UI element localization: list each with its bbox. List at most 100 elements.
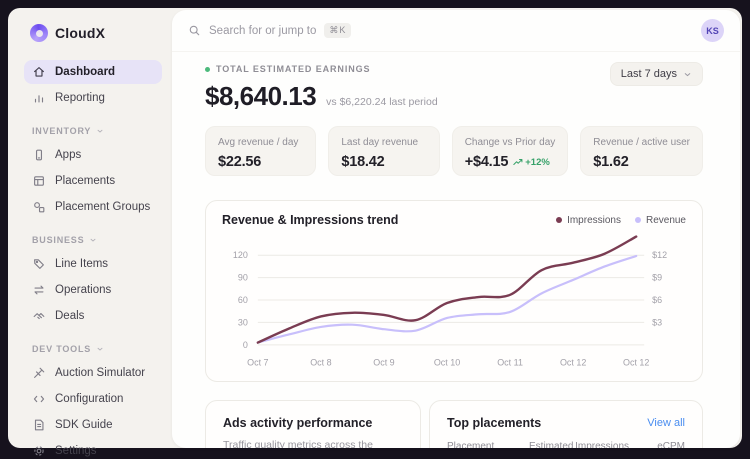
avatar[interactable]: KS	[701, 19, 724, 42]
svg-text:60: 60	[238, 295, 248, 305]
view-all-link[interactable]: View all	[647, 417, 685, 429]
svg-text:Oct 8: Oct 8	[310, 358, 331, 368]
trend-up-icon	[513, 158, 523, 166]
svg-text:Oct 7: Oct 7	[247, 358, 268, 368]
sidebar-item-label: Placement Groups	[55, 201, 151, 213]
stat-value: +$4.15	[464, 154, 509, 170]
svg-text:$12: $12	[652, 250, 667, 260]
period-selector-button[interactable]: Last 7 days	[609, 62, 703, 86]
sidebar-item-label: Apps	[55, 149, 82, 161]
trend-chart-card: Revenue & Impressions trend Impressions …	[205, 200, 703, 382]
stat-value: $18.42	[341, 154, 385, 170]
card-title: Top placements	[447, 416, 542, 430]
chevron-down-icon	[96, 345, 104, 353]
sidebar-section-dev-tools[interactable]: DEV TOOLS	[32, 344, 162, 354]
stat-label: Last day revenue	[341, 137, 419, 148]
column-estimated-earnings: Estimated earnings	[529, 441, 574, 448]
period-label: Last 7 days	[620, 68, 677, 80]
column-ecpm: eCPM	[657, 441, 685, 448]
sidebar-item-label: Auction Simulator	[55, 367, 146, 379]
group-icon	[32, 200, 46, 214]
legend-item-impressions[interactable]: Impressions	[556, 215, 621, 226]
sidebar: CloudX Dashboard Reporting INVENTORY App…	[8, 8, 172, 457]
svg-text:30: 30	[238, 317, 248, 327]
sidebar-item-line-items[interactable]: Line Items	[24, 252, 162, 276]
stat-value: $22.56	[218, 154, 262, 170]
column-placement: Placement	[447, 441, 495, 448]
search-icon	[188, 24, 201, 37]
svg-text:Oct 11: Oct 11	[497, 358, 523, 368]
top-header: Search for or jump to ⌘K KS	[172, 10, 740, 52]
mobile-icon	[32, 148, 46, 162]
sidebar-item-label: Configuration	[55, 393, 124, 405]
svg-text:Oct 12: Oct 12	[623, 358, 649, 368]
sidebar-item-label: Line Items	[55, 258, 109, 270]
sidebar-item-label: Dashboard	[55, 66, 116, 78]
code-icon	[32, 392, 46, 406]
logo[interactable]: CloudX	[30, 24, 162, 42]
earnings-comparison: vs $6,220.24 last period	[326, 96, 438, 108]
dashboard-content: TOTAL ESTIMATED EARNINGS $8,640.13 vs $6…	[172, 52, 740, 448]
search-placeholder: Search for or jump to	[209, 24, 317, 37]
sidebar-item-placement-groups[interactable]: Placement Groups	[24, 195, 162, 219]
main-panel: Search for or jump to ⌘K KS TOTAL ESTIMA…	[172, 10, 740, 448]
sidebar-item-apps[interactable]: Apps	[24, 143, 162, 167]
stat-value: $1.62	[593, 154, 629, 170]
logo-text: CloudX	[55, 25, 106, 41]
sidebar-item-deals[interactable]: Deals	[24, 304, 162, 328]
sidebar-item-auction-simulator[interactable]: Auction Simulator	[24, 361, 162, 385]
shortcut-badge: ⌘K	[324, 23, 352, 38]
sidebar-item-reporting[interactable]: Reporting	[24, 86, 162, 110]
stat-label: Change vs Prior day	[464, 137, 556, 148]
gavel-icon	[32, 366, 46, 380]
sidebar-item-placements[interactable]: Placements	[24, 169, 162, 193]
earnings-label-row: TOTAL ESTIMATED EARNINGS	[205, 64, 438, 74]
svg-text:$9: $9	[652, 273, 662, 283]
chevron-down-icon	[96, 127, 104, 135]
sidebar-section-inventory[interactable]: INVENTORY	[32, 126, 162, 136]
sidebar-item-label: Placements	[55, 175, 116, 187]
sidebar-item-configuration[interactable]: Configuration	[24, 387, 162, 411]
bar-chart-icon	[32, 91, 46, 105]
app-frame: CloudX Dashboard Reporting INVENTORY App…	[8, 8, 742, 457]
earnings-section: TOTAL ESTIMATED EARNINGS $8,640.13 vs $6…	[205, 62, 703, 112]
search-input[interactable]: Search for or jump to ⌘K	[188, 23, 701, 38]
svg-text:Oct 10: Oct 10	[434, 358, 460, 368]
earnings-label: TOTAL ESTIMATED EARNINGS	[216, 64, 371, 74]
card-title: Ads activity performance	[223, 416, 373, 430]
stat-cards-row: Avg revenue / day $22.56 Last day revenu…	[205, 126, 704, 176]
column-impressions: Impressions	[575, 441, 629, 448]
status-dot-icon	[205, 66, 210, 72]
revenue-dot-icon	[634, 217, 641, 223]
trend-line-chart: 0 30 60 90 120 $3 $6 $9 $12 Oct 7 Oct 8 Oct 9 Oct 10…	[233, 235, 667, 368]
handshake-icon	[32, 309, 46, 323]
ads-activity-card: Ads activity performance Traffic quality…	[205, 400, 421, 448]
legend-item-revenue[interactable]: Revenue	[634, 215, 686, 226]
sidebar-item-label: Reporting	[55, 92, 105, 104]
svg-text:0: 0	[243, 340, 248, 350]
sidebar-item-label: Operations	[55, 284, 112, 296]
swap-arrows-icon	[32, 283, 46, 297]
sidebar-item-operations[interactable]: Operations	[24, 278, 162, 302]
chevron-down-icon	[683, 70, 692, 79]
sidebar-item-sdk-guide[interactable]: SDK Guide	[24, 413, 162, 437]
svg-text:90: 90	[238, 273, 248, 283]
stat-label: Revenue / active user	[593, 137, 691, 148]
sidebar-item-label: SDK Guide	[55, 419, 113, 431]
bottom-cards-row: Ads activity performance Traffic quality…	[205, 400, 703, 448]
stat-label: Avg revenue / day	[218, 137, 299, 148]
chevron-down-icon	[89, 236, 97, 244]
document-icon	[32, 418, 46, 432]
cloudx-logo-icon	[30, 24, 48, 42]
impressions-dot-icon	[556, 217, 563, 223]
stat-card-last-day-revenue: Last day revenue $18.42	[328, 126, 440, 176]
tag-icon	[32, 257, 46, 271]
svg-text:$3: $3	[652, 317, 662, 327]
top-placements-card: Top placements View all Placement Estima…	[429, 400, 703, 448]
svg-text:Oct 12: Oct 12	[560, 358, 586, 368]
home-icon	[32, 65, 46, 79]
sidebar-item-settings[interactable]: Settings	[24, 439, 162, 459]
sidebar-item-dashboard[interactable]: Dashboard	[24, 60, 162, 84]
sidebar-section-business[interactable]: BUSINESS	[32, 235, 162, 245]
stat-card-change-vs-prior: Change vs Prior day +$4.15 +12%	[451, 126, 569, 176]
